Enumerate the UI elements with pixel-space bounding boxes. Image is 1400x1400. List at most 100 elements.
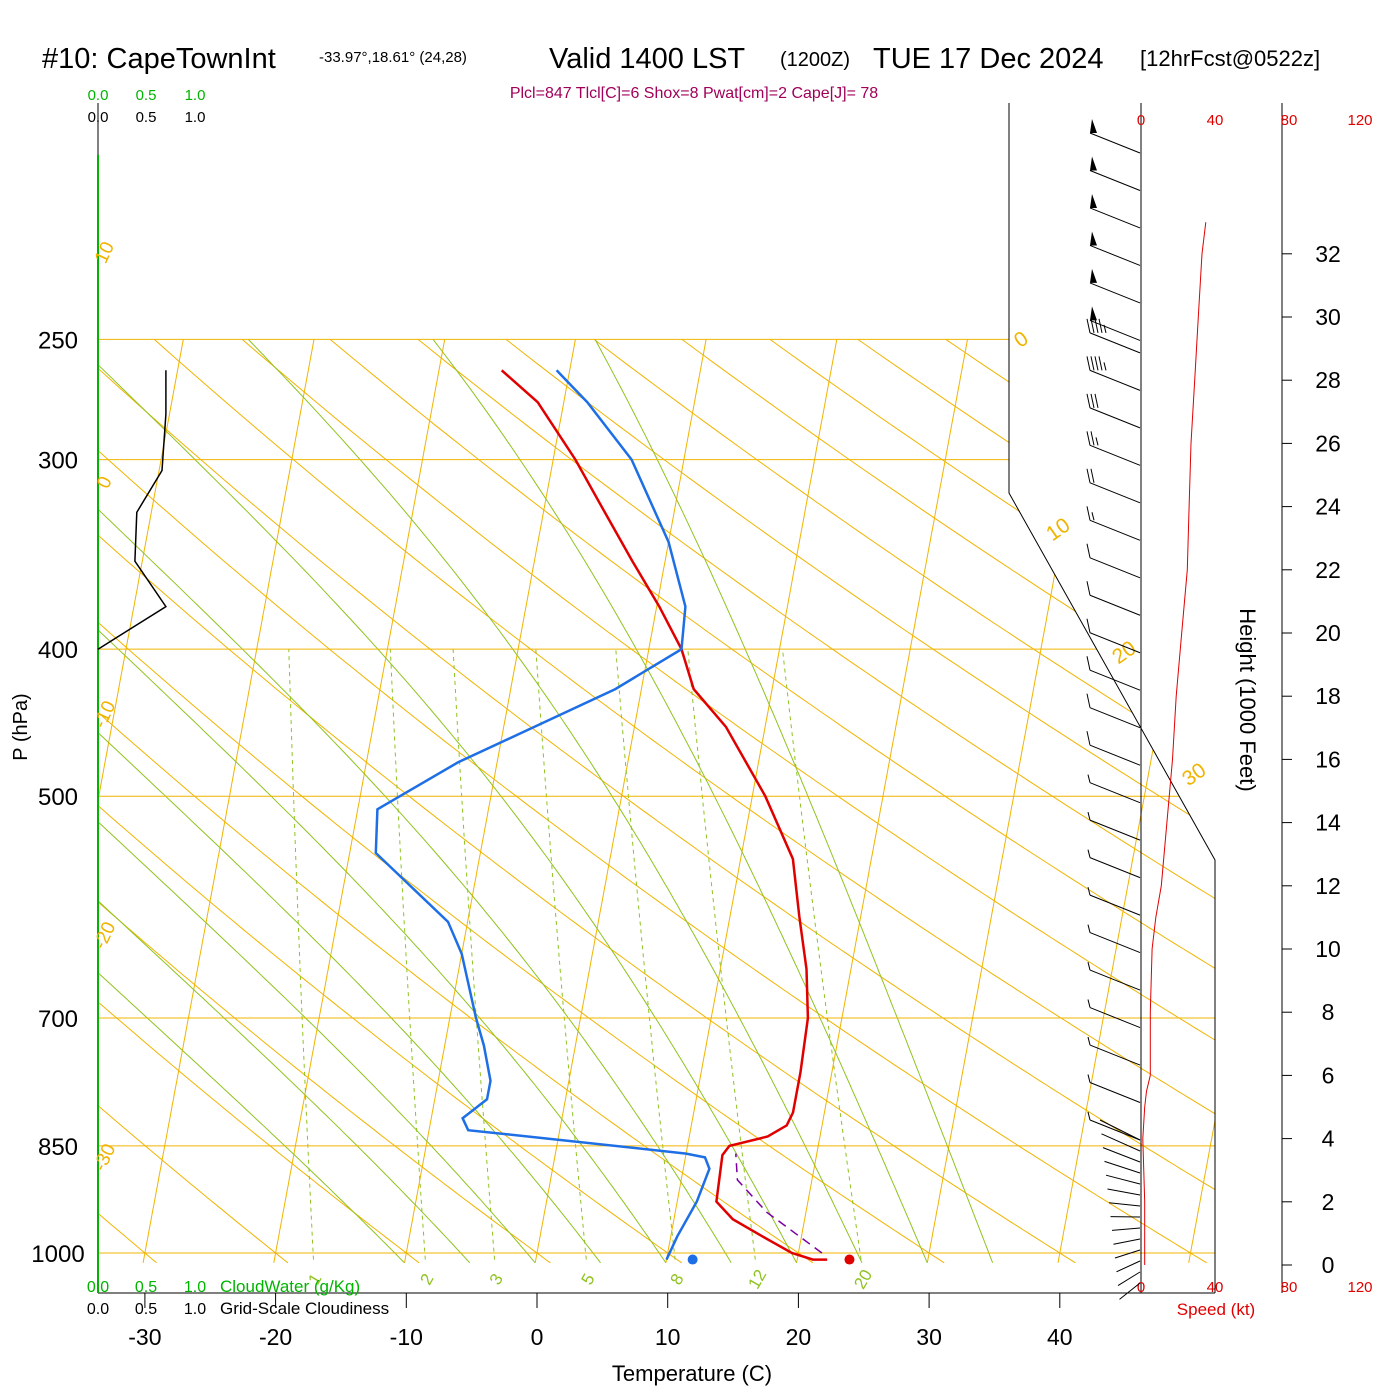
wind-barb [1087,774,1141,804]
wind-barb-staff [1089,444,1141,466]
dry-adiabat-line [769,338,1215,1264]
moist-adiabat-line [594,339,994,1263]
dry-adiabat-line [98,339,1215,1264]
speed-tick-label-top: 0 [1137,112,1145,129]
wind-barb-staff [1105,1174,1141,1185]
dry-adiabat-line [1298,339,1400,1262]
wind-barb-flag [1086,318,1091,333]
sounding-indices: Plcl=847 Tlcl[C]=6 Shox=8 Pwat[cm]=2 Cap… [510,85,878,102]
dry-adiabat-line [98,339,1207,1264]
speed-tick-label-bottom: 120 [1347,1279,1372,1296]
wind-barb-flag [1086,356,1091,371]
wind-barb [1087,999,1141,1029]
height-tick-label: 8 [1322,999,1335,1025]
temperature-line [500,369,828,1261]
moist-adiabat-line [98,339,536,1264]
wind-barb-half-flag [1087,924,1091,933]
isotherm-label: 10 [1042,514,1074,546]
wind-barb-half-flag [1087,1074,1091,1083]
height-tick-label: 18 [1315,683,1341,709]
wind-barb-staff [1089,369,1141,391]
height-tick-label: 16 [1315,746,1341,772]
pressure-tick-label: 850 [38,1134,78,1161]
wind-barb-flag [1098,318,1103,333]
height-tick-label: 20 [1315,620,1341,646]
surface-dewpoint-dot [687,1254,698,1265]
temperature-tick-label: 40 [1047,1324,1073,1350]
wind-barb-half-flag [1087,1036,1091,1046]
isotherm-line [273,339,446,1263]
mixing-ratio-line [687,649,756,1260]
wind-barb-staff [1089,857,1141,879]
isotherm-line [926,339,1099,1263]
moist-adiabat-line [98,339,471,1264]
wind-barb [1087,886,1141,916]
isotherm-line [98,339,184,1263]
wind-barb-half-flag [1103,362,1107,371]
pressure-tick-label: 300 [38,448,78,475]
wind-barb-staff [1089,1119,1141,1141]
isotherm-label: 10 [91,239,119,267]
cloudiness-tick-label-top: 0.5 [136,109,157,126]
dry-adiabat-line [1209,338,1215,1264]
wind-barb-pennant [1090,119,1097,133]
wind-barb-flag [1086,393,1091,408]
height-tick-label: 10 [1315,936,1341,962]
plot-frame [1008,103,1216,1293]
isotherm-line [796,339,968,1263]
wind-barb [1089,119,1141,154]
height-tick-label: 22 [1315,557,1341,583]
height-tick-label: 14 [1315,810,1341,836]
cloudwater-tick-label-bottom: 1.0 [184,1279,206,1296]
wind-barb-flag [1090,356,1095,371]
temperature-tick-label: 10 [655,1324,681,1350]
wind-barb-half-flag [1087,849,1091,858]
wind-barb-flag [1094,318,1099,333]
mixing-ratio-label: 20 [850,1266,876,1292]
wind-barb-half-flag [1087,1111,1091,1121]
wind-barb-staff [1089,744,1141,766]
wind-barb-staff [1089,132,1141,154]
wind-barb [1086,618,1141,654]
wind-barb [1087,1111,1141,1141]
wind-barb-pennant [1090,231,1097,246]
dry-adiabat-line [241,339,1215,1264]
temperature-tick-label: -30 [128,1324,161,1350]
wind-barb-half-flag [1087,886,1091,896]
wind-barb-flag [1086,656,1091,671]
speed-tick-label-top: 120 [1347,112,1372,129]
valid-date: TUE 17 Dec 2024 [873,43,1104,75]
isotherm-line [665,339,838,1263]
isotherm-line [534,339,707,1263]
height-tick-label: 32 [1315,241,1341,267]
moist-adiabat-line [247,339,863,1264]
wind-barb-flag [1086,731,1091,746]
x-axis-title: Temperature (C) [612,1361,772,1386]
moist-adiabat-line [98,339,798,1264]
wind-barb-flag [1086,581,1091,596]
dry-adiabat-line [681,338,1215,1264]
cloudiness-label: Grid-Scale Cloudiness [220,1299,389,1318]
wind-barb-staff [1089,932,1141,954]
wind-barb-flag [1086,543,1091,558]
cloudiness-tick-label-top: 1.0 [185,109,206,126]
wind-barb-half-flag [1087,999,1091,1008]
speed-tick-label-bottom: 40 [1207,1279,1224,1296]
mixing-ratio-label: 12 [744,1266,770,1292]
dry-adiabat-line [98,339,945,1264]
wind-barb-flag [1098,356,1103,371]
mixing-ratio-lines [288,649,862,1260]
wind-barb-staff [1111,1227,1141,1231]
dry-adiabat-line [1121,338,1215,1264]
dry-adiabat-line [505,339,1215,1264]
wind-barb-flag [1090,318,1095,333]
wind-barb [1087,849,1141,879]
dry-adiabat-line [329,339,1215,1264]
surface-temperature-dot [844,1254,855,1265]
wind-barb-staff [1101,1133,1141,1152]
mixing-ratio-line [452,649,496,1260]
wind-barb [1089,156,1141,191]
wind-barb [1086,431,1141,466]
isotherm-label: 30 [1178,759,1210,791]
dry-adiabat-line [0,339,25,1262]
